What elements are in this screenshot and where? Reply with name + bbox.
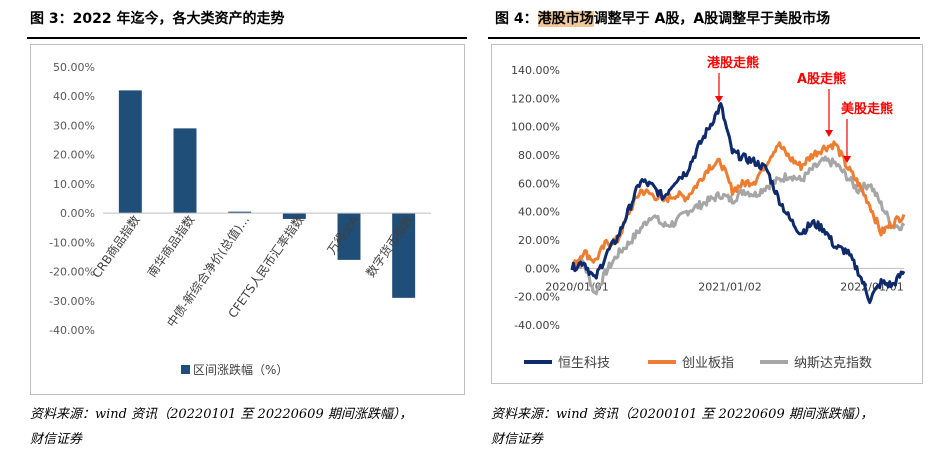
line-annotation-arrowhead xyxy=(825,130,833,137)
line-annotation-label: 美股走熊 xyxy=(841,101,893,117)
bar-y-tick-label: 20.00% xyxy=(53,149,95,162)
left-source-line2: 财信证券 xyxy=(30,432,83,447)
line-y-tick-label: 100.00% xyxy=(511,121,560,134)
bar-mark xyxy=(282,213,306,219)
bar-y-tick-label: 0.00% xyxy=(60,207,95,220)
bar-category-label: 南华商品指数 xyxy=(144,212,198,280)
bar-mark xyxy=(228,211,252,214)
line-x-tick-label: 2021/01/02 xyxy=(698,280,761,293)
line-y-tick-label: 120.00% xyxy=(511,92,560,105)
bar-category-label: CRB商品指数 xyxy=(89,212,143,280)
right-figure-title: 图 4：港股市场调整早于 A股，A股调整早于美股市场 xyxy=(495,8,830,28)
line-annotation-label: 港股走熊 xyxy=(707,55,759,71)
left-chart-frame: -40.00% -30.00% -20.00% -10.00% 0.00% 10.00% 2… xyxy=(30,44,465,395)
right-title-highlight: 港股市场 xyxy=(537,11,594,27)
bar-y-tick-label: -30.00% xyxy=(49,295,95,308)
line-y-tick-label: -20.00% xyxy=(514,291,560,304)
left-source-line1: 资料来源：wind 资讯（20220101 至 20220609 期间涨跌幅）， xyxy=(30,407,413,422)
bar-y-tick-label: 50.00% xyxy=(53,61,95,74)
bar-y-tick-label: 30.00% xyxy=(53,119,95,132)
line-annotation-label: A股走熊 xyxy=(797,71,846,87)
bar-y-tick-label: 10.00% xyxy=(53,178,95,191)
bar-y-tick-label: -10.00% xyxy=(49,236,95,249)
line-annotation-arrowhead xyxy=(715,96,723,103)
right-chart-frame: -40.00% -20.00% 0.00% 20.00% 40.00% 60.00% 80.… xyxy=(491,44,923,384)
line-chart: -40.00% -20.00% 0.00% 20.00% 40.00% 60.00% 80.… xyxy=(511,55,906,371)
line-y-tick-label: 140.00% xyxy=(511,64,560,77)
right-title-suffix: 调整早于 A股，A股调整早于美股市场 xyxy=(593,11,831,27)
left-figure-title: 图 3：2022 年迄今，各大类资产的走势 xyxy=(30,11,285,27)
right-source-line2: 财信证券 xyxy=(491,432,544,447)
right-title-rule xyxy=(488,37,920,39)
line-y-tick-label: -40.00% xyxy=(514,319,560,332)
right-title-prefix: 图 4： xyxy=(495,11,538,27)
line-y-tick-label: 40.00% xyxy=(518,206,560,219)
bar-mark xyxy=(392,213,416,298)
line-legend-label: 纳斯达克指数 xyxy=(794,356,872,371)
bar-y-tick-label: -20.00% xyxy=(49,266,95,279)
line-legend-label: 创业板指 xyxy=(682,356,734,371)
line-y-tick-label: 80.00% xyxy=(518,149,560,162)
left-title-rule xyxy=(27,37,467,39)
bar-chart: -40.00% -30.00% -20.00% -10.00% 0.00% 10.00% 2… xyxy=(49,61,431,377)
line-y-tick-label: 20.00% xyxy=(518,234,560,247)
bar-y-tick-label: 40.00% xyxy=(53,90,95,103)
line-annotation-arrowhead xyxy=(843,156,851,163)
right-source-line1: 资料来源：wind 资讯（20200101 至 20220609 期间涨跌幅）， xyxy=(491,407,874,422)
line-legend-label: 恒生科技 xyxy=(558,356,610,371)
bar-legend-label: 区间涨跌幅（%） xyxy=(193,362,288,377)
line-series-0 xyxy=(570,102,906,305)
line-series-2 xyxy=(570,155,906,296)
bar-legend-swatch xyxy=(181,365,190,374)
line-y-tick-label: 60.00% xyxy=(518,177,560,190)
bar-mark xyxy=(118,90,142,214)
bar-mark xyxy=(173,128,197,214)
line-y-tick-label: 0.00% xyxy=(525,262,560,275)
bar-y-tick-label: -40.00% xyxy=(49,324,95,337)
bar-mark xyxy=(337,213,361,260)
